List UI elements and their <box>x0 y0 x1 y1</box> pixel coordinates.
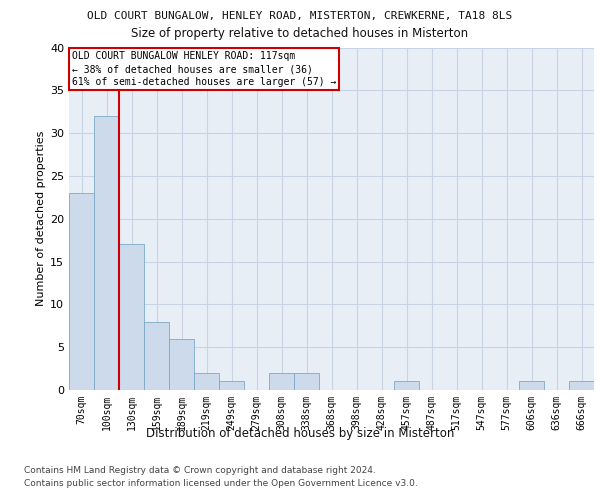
Text: Distribution of detached houses by size in Misterton: Distribution of detached houses by size … <box>146 428 454 440</box>
Bar <box>569 382 594 390</box>
Bar <box>69 193 94 390</box>
Bar <box>294 373 319 390</box>
Text: Contains HM Land Registry data © Crown copyright and database right 2024.: Contains HM Land Registry data © Crown c… <box>24 466 376 475</box>
Text: Contains public sector information licensed under the Open Government Licence v3: Contains public sector information licen… <box>24 479 418 488</box>
Bar <box>144 322 169 390</box>
Bar <box>269 373 294 390</box>
Bar <box>519 382 544 390</box>
Bar <box>219 382 244 390</box>
Y-axis label: Number of detached properties: Number of detached properties <box>36 131 46 306</box>
Bar <box>119 244 144 390</box>
Bar <box>94 116 119 390</box>
Text: Size of property relative to detached houses in Misterton: Size of property relative to detached ho… <box>131 28 469 40</box>
Bar <box>394 382 419 390</box>
Text: OLD COURT BUNGALOW, HENLEY ROAD, MISTERTON, CREWKERNE, TA18 8LS: OLD COURT BUNGALOW, HENLEY ROAD, MISTERT… <box>88 12 512 22</box>
Bar <box>169 338 194 390</box>
Text: OLD COURT BUNGALOW HENLEY ROAD: 117sqm
← 38% of detached houses are smaller (36): OLD COURT BUNGALOW HENLEY ROAD: 117sqm ←… <box>71 51 336 88</box>
Bar <box>194 373 219 390</box>
